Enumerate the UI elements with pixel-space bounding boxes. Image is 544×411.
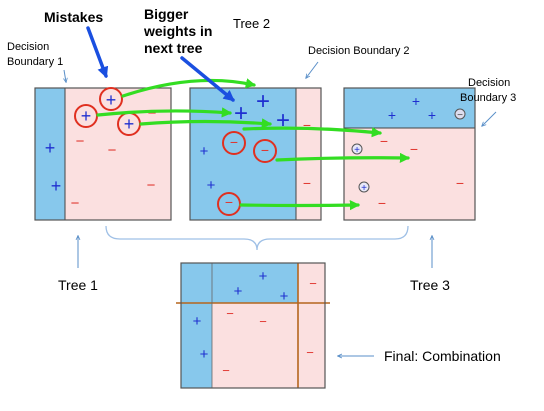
plus-sign: + <box>51 176 62 196</box>
mistakes-label: Mistakes <box>44 9 103 25</box>
bigger-weights-label: next tree <box>144 40 203 56</box>
minus-sign: − <box>108 142 117 159</box>
final-pink-right <box>298 263 325 388</box>
tree3-blue-region <box>344 88 475 128</box>
weighted-plus-point: + <box>351 143 363 156</box>
plus-sign: + <box>388 107 396 123</box>
svg-text:+: + <box>354 145 360 156</box>
minus-sign: − <box>380 133 388 149</box>
db2-pointer <box>306 61 319 78</box>
decision-boundary-2-label: Decision Boundary 2 <box>308 45 410 57</box>
tree2-label: Tree 2 <box>233 16 270 31</box>
bigger-weights-label: weights in <box>143 23 212 39</box>
decision-boundary-3-label: Decision <box>468 77 510 89</box>
green-arrow <box>275 152 411 163</box>
plus-sign: + <box>45 138 56 158</box>
green-arrow <box>139 118 273 129</box>
weight-transfer-arrows <box>96 78 411 211</box>
mistake-circle <box>222 131 246 155</box>
minus-sign: − <box>261 142 269 158</box>
tree2-pink-region <box>296 88 321 220</box>
plus-sign: + <box>428 107 436 123</box>
final-pink-center <box>212 303 298 388</box>
minus-sign: − <box>303 175 311 191</box>
mistakes-arrow <box>86 26 109 79</box>
plus-sign: + <box>412 93 420 109</box>
green-arrow <box>242 126 383 138</box>
minus-sign: − <box>226 306 234 321</box>
bigger-weights-arrow <box>180 56 235 102</box>
final-panel: + + + + + − − − − − <box>176 262 330 389</box>
plus-sign: + <box>259 268 268 285</box>
plus-sign: + <box>234 283 243 300</box>
combination-brace <box>105 225 409 251</box>
minus-sign: − <box>222 363 230 378</box>
decision-boundary-3-label: Boundary 3 <box>460 92 516 104</box>
callout-arrows <box>86 26 235 102</box>
bigger-weights-label: Bigger <box>144 6 189 22</box>
tree1-panel: + + + + + − − − − − <box>34 87 172 221</box>
tree1-label: Tree 1 <box>58 277 98 293</box>
mistake-circle <box>253 139 277 163</box>
tree3-pink-region <box>344 128 475 220</box>
tree3-frame <box>343 87 476 221</box>
plus-sign: + <box>124 114 135 134</box>
minus-sign: − <box>303 117 311 133</box>
plus-sign: + <box>200 143 209 160</box>
minus-sign: − <box>456 175 464 191</box>
minus-sign: − <box>306 345 314 360</box>
minus-sign: − <box>230 134 238 150</box>
green-arrow <box>239 200 361 211</box>
minus-sign: − <box>410 141 418 157</box>
db1-pointer <box>64 69 66 82</box>
label-pointers <box>64 61 497 356</box>
minus-sign: − <box>378 195 386 211</box>
minus-sign: − <box>309 276 317 291</box>
plus-sign: + <box>200 346 209 363</box>
tree2-blue-region <box>190 88 296 220</box>
svg-text:−: − <box>457 110 463 121</box>
tree1-frame <box>34 87 172 221</box>
decision-boundary-1-label: Decision <box>7 41 49 53</box>
plus-sign: + <box>81 106 92 126</box>
final-combination-label: Final: Combination <box>384 348 501 364</box>
minus-sign: − <box>259 314 267 329</box>
tree3-panel: + + + − − − − + + − <box>343 87 476 221</box>
minus-sign: − <box>225 194 233 210</box>
plus-sign: + <box>234 100 248 127</box>
minus-sign: − <box>76 133 85 150</box>
plus-sign: + <box>106 90 117 110</box>
plus-sign: + <box>207 177 216 194</box>
weighted-minus-point: − <box>454 108 466 121</box>
final-frame <box>180 262 326 389</box>
plus-sign: + <box>193 313 202 330</box>
plus-sign: + <box>276 107 290 134</box>
tree2-panel: + + + + + − − − − − <box>189 87 322 221</box>
mistake-circle <box>99 87 123 111</box>
plus-sign: + <box>256 88 270 115</box>
tree1-blue-region <box>35 88 65 220</box>
db3-pointer <box>482 111 497 126</box>
final-blue-top <box>181 263 298 303</box>
minus-sign: − <box>148 105 157 122</box>
decision-boundary-1-label: Boundary 1 <box>7 56 63 68</box>
green-arrow <box>121 78 257 98</box>
minus-sign: − <box>147 177 156 194</box>
tree3-label: Tree 3 <box>410 277 450 293</box>
plus-sign: + <box>280 288 289 305</box>
green-arrow <box>96 107 233 118</box>
final-blue-left <box>181 303 212 388</box>
svg-text:+: + <box>361 183 367 194</box>
weighted-plus-point: + <box>358 181 370 194</box>
minus-sign: − <box>71 195 80 212</box>
